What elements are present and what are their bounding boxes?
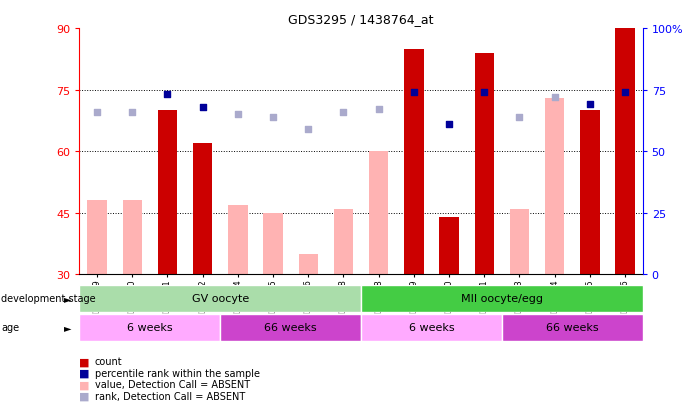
Bar [228, 205, 247, 275]
Point [232, 112, 243, 118]
Point [126, 109, 138, 116]
Point [408, 90, 419, 96]
Point [620, 90, 631, 96]
Text: ■: ■ [79, 368, 90, 378]
Text: 6 weeks: 6 weeks [408, 322, 454, 332]
Text: percentile rank within the sample: percentile rank within the sample [95, 368, 260, 378]
Point [444, 121, 455, 128]
Point [549, 95, 560, 101]
Bar [361, 285, 643, 312]
Bar [475, 54, 494, 275]
Bar [87, 201, 106, 275]
Text: ■: ■ [79, 380, 90, 389]
Text: ■: ■ [79, 356, 90, 366]
Text: ►: ► [64, 322, 72, 332]
Bar [79, 285, 361, 312]
Bar [439, 217, 459, 275]
Bar [502, 314, 643, 341]
Point [585, 102, 596, 108]
Point [303, 126, 314, 133]
Point [267, 114, 278, 121]
Bar [263, 213, 283, 275]
Point [91, 109, 102, 116]
Text: count: count [95, 356, 122, 366]
Text: 66 weeks: 66 weeks [265, 322, 317, 332]
Text: ►: ► [64, 293, 72, 303]
Bar [361, 314, 502, 341]
Point [514, 114, 525, 121]
Bar [369, 152, 388, 275]
Point [338, 109, 349, 116]
Bar [158, 111, 177, 275]
Bar [122, 201, 142, 275]
Bar [616, 29, 635, 275]
Bar [510, 209, 529, 275]
Bar [193, 144, 212, 275]
Text: value, Detection Call = ABSENT: value, Detection Call = ABSENT [95, 380, 249, 389]
Point [479, 90, 490, 96]
Text: 6 weeks: 6 weeks [127, 322, 173, 332]
Text: development stage: development stage [1, 293, 96, 303]
Bar [545, 99, 565, 275]
Bar [580, 111, 600, 275]
Text: GV oocyte: GV oocyte [191, 293, 249, 304]
Text: MII oocyte/egg: MII oocyte/egg [461, 293, 543, 304]
Point [197, 104, 208, 111]
Text: ■: ■ [79, 391, 90, 401]
Bar [404, 50, 424, 275]
Bar [334, 209, 353, 275]
Text: 66 weeks: 66 weeks [546, 322, 598, 332]
Text: rank, Detection Call = ABSENT: rank, Detection Call = ABSENT [95, 391, 245, 401]
Point [373, 107, 384, 113]
Bar [79, 314, 220, 341]
Bar [299, 254, 318, 275]
Title: GDS3295 / 1438764_at: GDS3295 / 1438764_at [288, 13, 434, 26]
Bar [220, 314, 361, 341]
Text: age: age [1, 322, 19, 332]
Point [162, 92, 173, 99]
